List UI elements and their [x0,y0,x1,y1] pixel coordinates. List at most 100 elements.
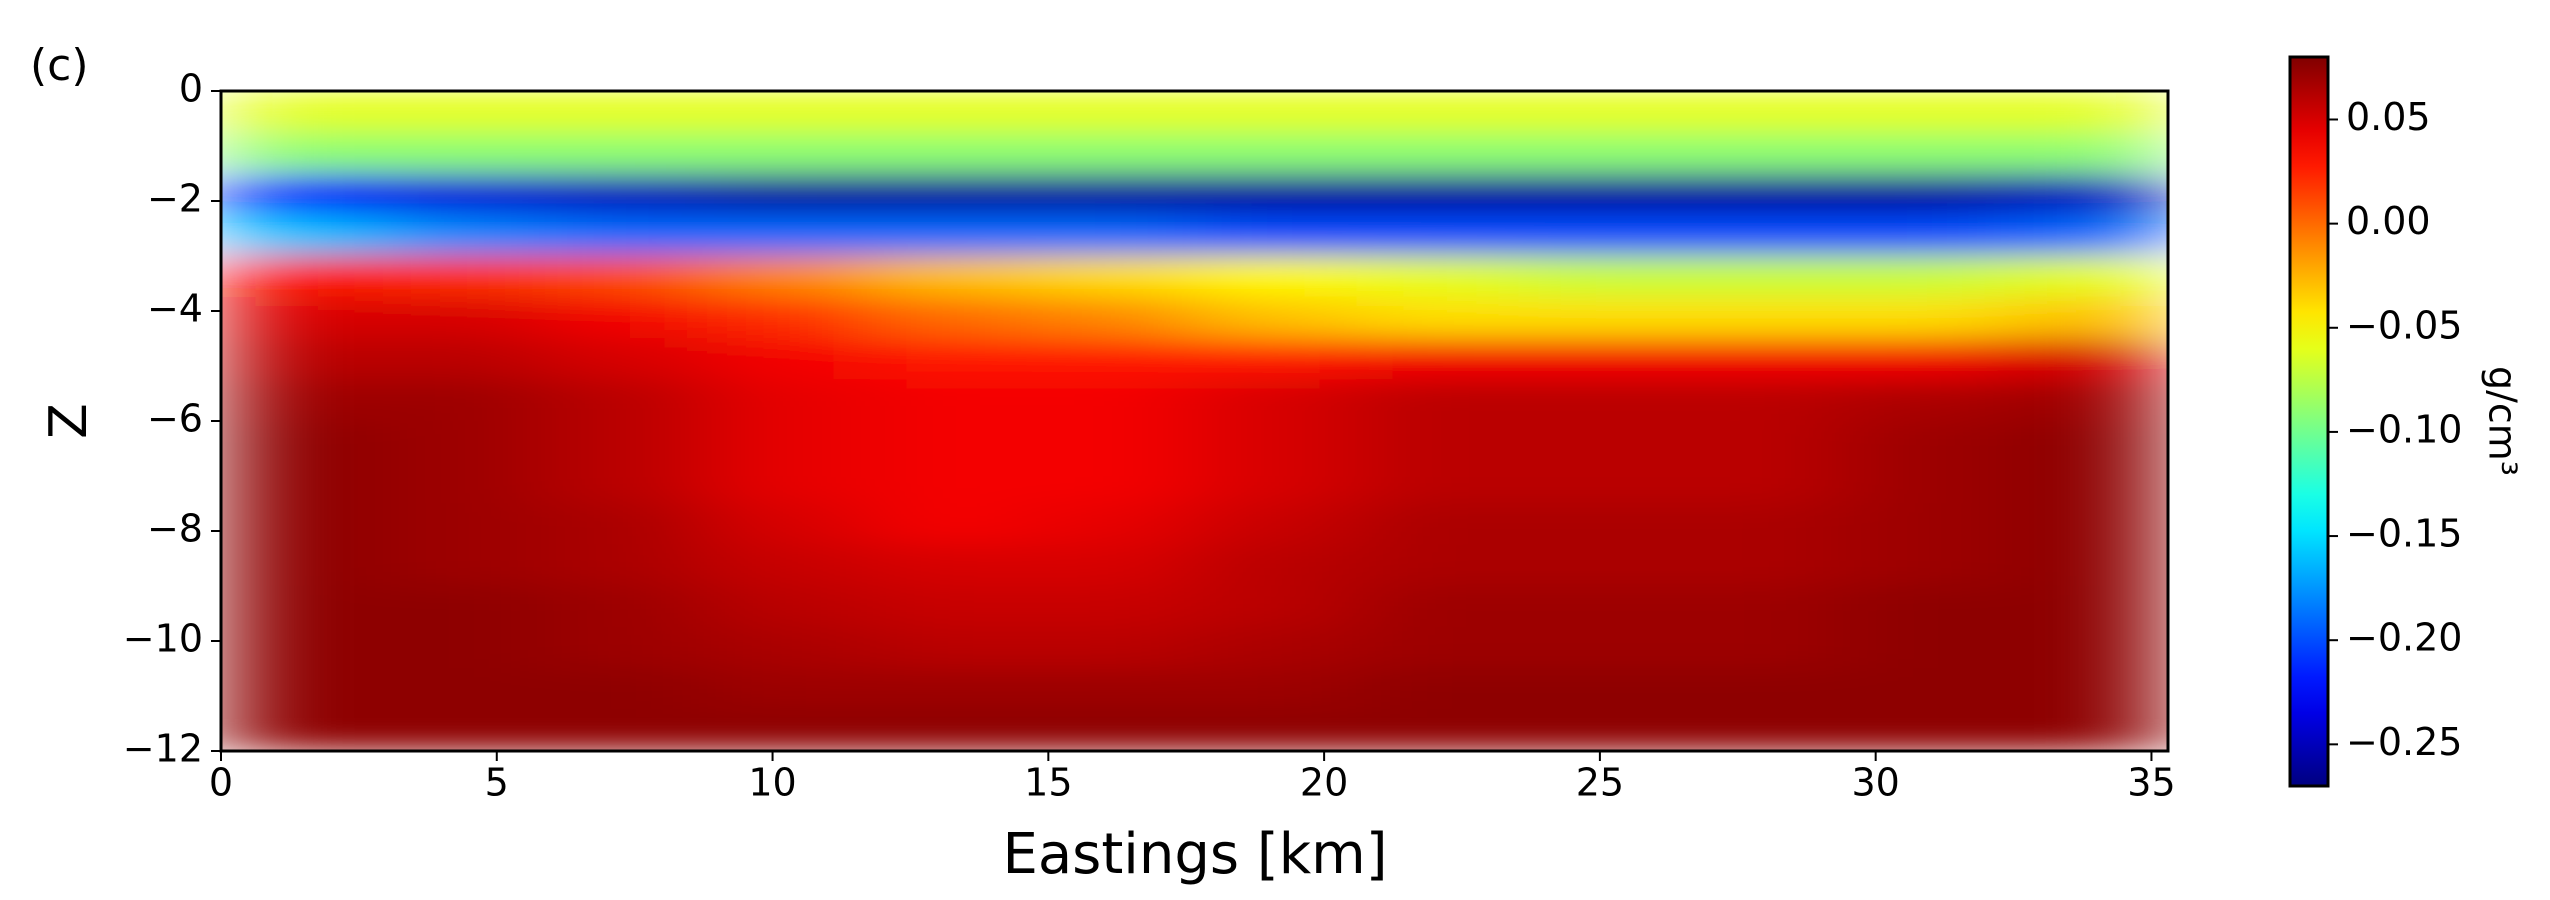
heat-cell [382,214,546,257]
heat-cell [221,668,384,711]
heat-cell [544,585,708,628]
heat-cell [382,420,546,463]
y-tick-label: −4 [147,287,203,331]
colorbar-tick-label: 0.05 [2346,95,2431,139]
heat-cell [1356,173,1520,216]
heat-cell [869,668,1033,711]
heat-cell [2004,173,2168,216]
heat-cell [382,585,546,628]
heat-cell [706,338,871,381]
heat-cell [1356,338,1520,381]
y-tick-label: −6 [147,397,203,441]
heat-cell [706,255,871,298]
heat-cell [2004,503,2168,546]
heat-cell [382,668,546,711]
heat-cell [706,461,871,504]
heat-cell [1680,296,1844,339]
heat-cell [1194,91,1358,133]
heat-cell [706,173,871,216]
heat-cell [544,91,708,133]
heat-cell [706,420,871,463]
heat-cell [706,91,871,133]
y-tick-label: −8 [147,507,203,551]
heat-cell [1518,214,1682,257]
heat-cell [221,338,384,381]
x-tick-label: 20 [1300,761,1348,805]
heat-cell [1842,214,2006,257]
heat-cell [1518,585,1682,628]
heat-cell [544,709,708,751]
heat-cell [544,338,708,381]
heat-cell [221,214,384,257]
heat-cell [1031,544,1195,587]
heat-cell [869,91,1033,133]
heat-cell [1031,461,1195,504]
heat-cell [1842,173,2006,216]
heat-cell [706,379,871,422]
heat-cell [1680,709,1844,751]
colorbar-tick-label: 0.00 [2346,199,2431,243]
heat-cell [1194,544,1358,587]
heat-cell [544,668,708,711]
heat-cell [382,503,546,546]
heat-cell [1194,173,1358,216]
heat-cell [1194,296,1358,339]
heat-cell [1680,420,1844,463]
heat-cell [1680,255,1844,298]
heat-cell [1842,296,2006,339]
heat-cell [1356,585,1520,628]
heat-cell [706,131,871,174]
heat-cell [1842,461,2006,504]
heat-cell [221,296,384,339]
x-tick-label: 25 [1576,761,1624,805]
heat-cell [1842,544,2006,587]
heat-cell [1356,131,1520,174]
heat-cell [1031,420,1195,463]
x-tick-label: 10 [748,761,796,805]
heat-cell [869,420,1033,463]
heat-cell [2004,214,2168,257]
heat-cell [869,461,1033,504]
heat-cell [1031,626,1195,669]
heat-cell [706,626,871,669]
heat-cell [706,709,871,751]
heat-cell [382,91,546,133]
colorbar-tick-label: −0.05 [2346,303,2462,347]
heat-cell [1031,255,1195,298]
heat-cell [1194,503,1358,546]
heat-cell [2004,544,2168,587]
heat-cell [221,379,384,422]
heat-cell [544,296,708,339]
heat-cell [544,503,708,546]
heat-cell [1518,379,1682,422]
heat-cell [2004,585,2168,628]
y-tick-label: −2 [147,177,203,221]
heat-cell [1842,709,2006,751]
heat-cell [1194,338,1358,381]
heat-cell [706,503,871,546]
heat-cell [221,503,384,546]
heat-cell [1680,503,1844,546]
heat-cell [544,461,708,504]
heat-cell [706,585,871,628]
x-tick-label: 5 [485,761,509,805]
heat-cell [221,626,384,669]
heat-cell [221,585,384,628]
heat-cell [2004,461,2168,504]
heat-cell [869,131,1033,174]
heat-cell [382,379,546,422]
heat-cell [544,420,708,463]
heat-cell [1842,338,2006,381]
heat-cell [1194,214,1358,257]
heat-cell [1356,91,1520,133]
heat-cell [1194,585,1358,628]
heat-cell [1518,131,1682,174]
x-tick-label: 15 [1024,761,1072,805]
heat-cell [1680,91,1844,133]
heat-cell [382,173,546,216]
heat-cell [221,255,384,298]
heat-cell [1031,503,1195,546]
heat-cell [869,296,1033,339]
y-axis-label: Z [39,403,99,439]
